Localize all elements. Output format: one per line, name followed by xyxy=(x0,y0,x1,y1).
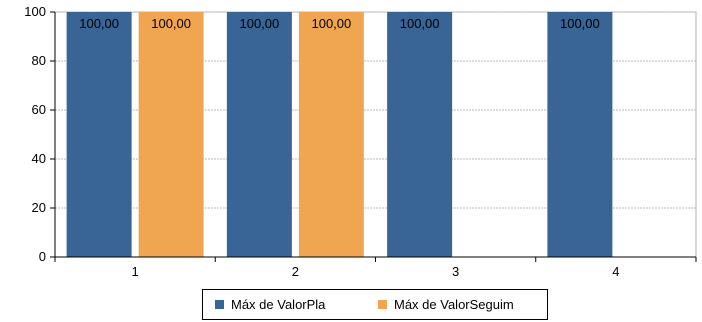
data-label: 100,00 xyxy=(400,16,440,31)
data-label: 100,00 xyxy=(311,16,351,31)
bars xyxy=(66,12,613,257)
x-tick-label: 2 xyxy=(292,264,299,279)
data-label: 100,00 xyxy=(560,16,600,31)
legend-label-series-2: Máx de ValorSeguim xyxy=(394,297,514,312)
x-tick-label: 4 xyxy=(612,264,619,279)
bar-Máx-de-ValorPla-4 xyxy=(547,12,613,257)
y-tick-label: 60 xyxy=(32,102,46,117)
y-tick-label: 20 xyxy=(32,200,46,215)
data-label: 100,00 xyxy=(151,16,191,31)
y-tick-label: 40 xyxy=(32,151,46,166)
y-tick-label: 0 xyxy=(39,249,46,264)
x-tick-label: 1 xyxy=(132,264,139,279)
data-label: 100,00 xyxy=(239,16,279,31)
y-tick-label: 100 xyxy=(24,4,46,19)
bar-Máx-de-ValorSeguim-2 xyxy=(298,12,364,257)
legend-swatch-series-1 xyxy=(215,300,224,309)
legend-item-series-2: Máx de ValorSeguim xyxy=(378,290,514,319)
legend-label-series-1: Máx de ValorPla xyxy=(231,297,326,312)
axes xyxy=(50,11,697,262)
legend-swatch-series-2 xyxy=(378,300,387,309)
data-label: 100,00 xyxy=(79,16,119,31)
bar-Máx-de-ValorPla-3 xyxy=(387,12,453,257)
legend-item-series-1: Máx de ValorPla xyxy=(215,290,325,319)
bar-Máx-de-ValorPla-1 xyxy=(66,12,132,257)
bar-Máx-de-ValorPla-2 xyxy=(226,12,292,257)
data-labels: 100,00 100,00 100,00 100,00 100,00 100,00 xyxy=(79,16,600,31)
legend: Máx de ValorPla Máx de ValorSeguim xyxy=(202,289,548,320)
bar-Máx-de-ValorSeguim-1 xyxy=(138,12,204,257)
y-tick-label: 80 xyxy=(32,53,46,68)
x-tick-label: 3 xyxy=(452,264,459,279)
tick-labels: 0 20 40 60 80 100 1 2 3 4 xyxy=(24,4,619,279)
